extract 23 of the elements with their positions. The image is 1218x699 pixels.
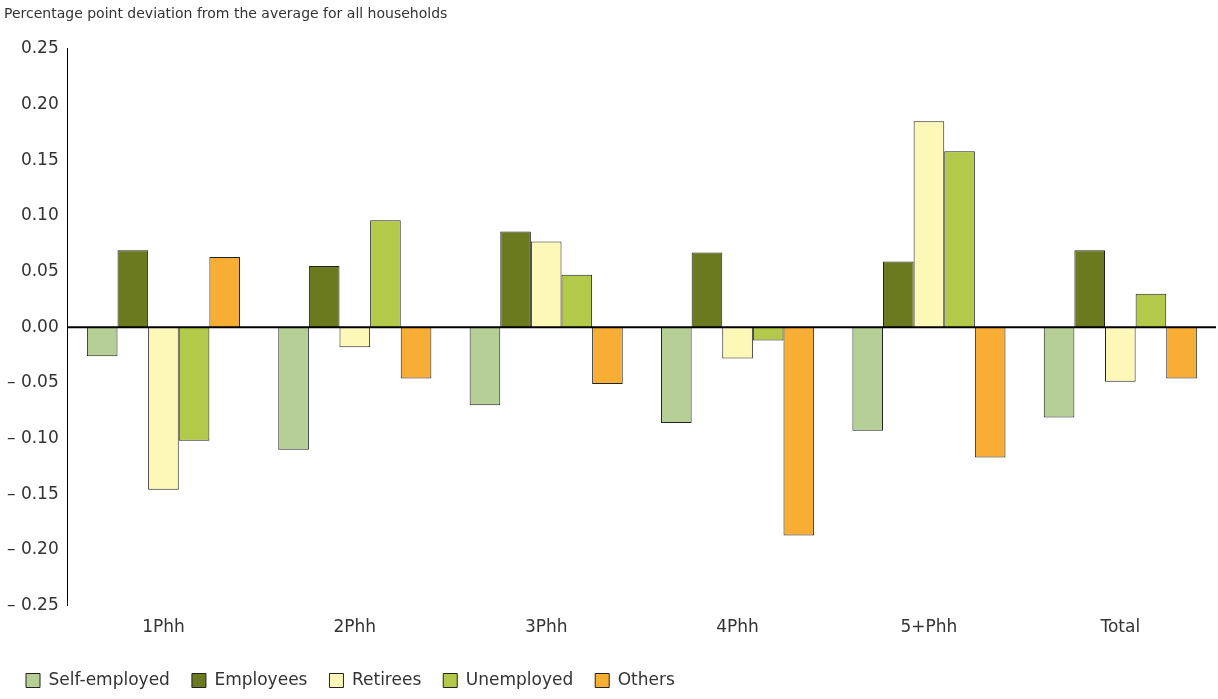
y-tick-label: 0.20 <box>20 92 59 113</box>
y-tick-label: – 0.10 <box>6 426 59 447</box>
y-tick-label: – 0.15 <box>6 482 59 503</box>
legend-label: Others <box>617 668 675 689</box>
y-tick-label: – 0.20 <box>6 538 59 559</box>
legend-label: Self-employed <box>48 668 170 689</box>
legend-label: Retirees <box>351 668 422 689</box>
y-tick-label: 0.15 <box>20 148 59 169</box>
legend-label: Employees <box>214 668 308 689</box>
y-axis-title: Percentage point deviation from the average for all households <box>4 5 448 22</box>
y-tick-label: 0.05 <box>20 259 59 280</box>
y-tick-label: 0.25 <box>20 37 59 58</box>
y-tick-label: 0.00 <box>20 315 59 336</box>
x-tick-label: 3Phh <box>524 616 568 637</box>
x-tick-label: 4Phh <box>716 616 759 637</box>
y-tick-label: – 0.25 <box>6 594 59 615</box>
x-tick-label: 1Phh <box>142 616 185 637</box>
x-tick-label: 5+Phh <box>900 616 958 637</box>
y-tick-label: – 0.05 <box>6 371 59 392</box>
x-tick-label: Total <box>1099 616 1141 637</box>
legend-label: Unemployed <box>465 668 574 689</box>
y-tick-label: 0.10 <box>20 204 59 225</box>
x-tick-label: 2Phh <box>333 616 377 637</box>
